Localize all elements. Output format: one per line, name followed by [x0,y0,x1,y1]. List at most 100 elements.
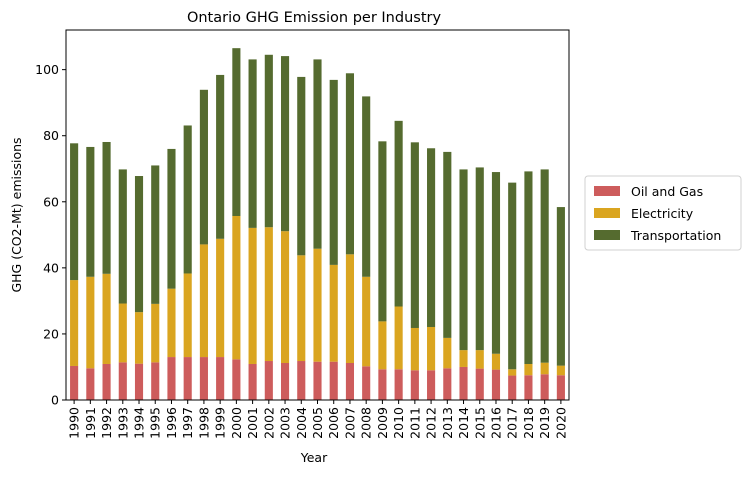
bar-electricity-2011 [410,327,419,371]
x-tick-label-2017: 2017 [505,407,520,439]
chart-title: Ontario GHG Emission per Industry [187,10,442,26]
bar-transportation-2017 [508,182,517,370]
bar-transportation-1997 [183,125,192,274]
y-tick-label-0: 0 [51,393,59,408]
x-tick-label-2013: 2013 [440,407,455,439]
bar-transportation-2005 [313,59,322,249]
x-tick-label-2005: 2005 [310,407,325,439]
bar-oil-and-gas-2006 [329,361,338,400]
bar-transportation-2018 [524,171,533,364]
bar-electricity-2017 [508,369,517,376]
bar-transportation-2002 [264,54,273,228]
bar-electricity-1996 [167,288,176,358]
bar-transportation-2006 [329,79,338,265]
bar-oil-and-gas-2009 [378,369,387,400]
bar-transportation-1991 [86,146,95,277]
bar-electricity-2007 [345,254,355,363]
bar-transportation-2015 [475,167,484,351]
bar-electricity-1992 [102,273,111,364]
x-tick-label-1998: 1998 [196,407,211,439]
bar-electricity-2001 [248,227,257,364]
x-tick-label-1993: 1993 [115,407,130,439]
x-tick-label-2012: 2012 [424,407,439,439]
bar-transportation-2020 [556,207,565,366]
x-axis-label: Year [300,450,328,465]
bar-oil-and-gas-2018 [524,375,533,400]
y-tick-label-60: 60 [43,194,59,209]
x-tick-label-1990: 1990 [67,407,82,439]
x-tick-label-1995: 1995 [148,407,163,439]
bar-oil-and-gas-2010 [394,369,403,400]
bar-electricity-1993 [118,303,127,363]
x-tick-label-1996: 1996 [164,407,179,439]
legend-frame [584,175,742,251]
bar-electricity-2013 [443,337,452,369]
bar-oil-and-gas-1994 [134,363,144,400]
bar-transportation-2009 [378,141,387,322]
bar-transportation-2001 [248,59,257,228]
x-tick-label-1999: 1999 [213,407,228,439]
legend-label-oil-and-gas: Oil and Gas [631,184,703,199]
bars-layer [70,48,565,400]
y-tick-label-20: 20 [43,326,59,341]
bar-transportation-2000 [232,48,241,216]
bar-electricity-1990 [70,280,79,366]
x-tick-label-2009: 2009 [375,407,390,439]
bar-transportation-1998 [199,89,208,245]
bar-electricity-2010 [394,306,403,370]
bar-electricity-1998 [199,244,208,358]
bar-electricity-2009 [378,321,387,370]
bar-electricity-2015 [475,350,484,369]
x-tick-label-2006: 2006 [326,407,341,439]
bar-oil-and-gas-2007 [345,363,355,400]
x-tick-label-2018: 2018 [521,407,536,439]
bar-oil-and-gas-1990 [70,365,79,400]
bar-transportation-1994 [134,176,144,313]
bar-oil-and-gas-2012 [427,370,436,400]
bar-transportation-2013 [443,151,452,338]
y-tick-label-80: 80 [43,128,59,143]
bar-electricity-1994 [134,312,144,364]
x-tick-label-2014: 2014 [456,407,471,439]
bar-transportation-2019 [540,169,549,363]
bar-oil-and-gas-2001 [248,363,257,400]
x-tick-label-2020: 2020 [553,407,568,439]
bar-oil-and-gas-1993 [118,362,127,400]
bar-oil-and-gas-1999 [216,357,225,400]
bar-transportation-2012 [427,148,436,327]
bar-electricity-2019 [540,362,549,375]
x-tick-label-2011: 2011 [407,407,422,439]
bar-oil-and-gas-1996 [167,357,176,400]
x-tick-label-2016: 2016 [488,407,503,439]
bar-electricity-1991 [86,276,95,369]
bar-oil-and-gas-2016 [491,369,501,400]
bar-electricity-1999 [216,238,225,358]
bar-electricity-1997 [183,273,192,358]
bar-oil-and-gas-1997 [183,357,192,400]
x-tick-label-1991: 1991 [83,407,98,439]
y-axis-label: GHG (CO2-Mt) emissions [9,137,24,292]
bar-electricity-2008 [362,276,371,367]
bar-transportation-2007 [345,73,355,255]
bar-transportation-2010 [394,120,403,307]
x-tick-label-2004: 2004 [294,407,309,439]
bar-oil-and-gas-2015 [475,368,484,400]
bar-oil-and-gas-2013 [443,368,452,400]
bar-oil-and-gas-2002 [264,361,273,400]
bar-oil-and-gas-2011 [410,370,419,400]
x-tick-label-1992: 1992 [99,407,114,439]
bar-oil-and-gas-1998 [199,357,208,400]
legend-swatch-oil-and-gas [594,186,620,196]
bar-electricity-2012 [427,326,436,371]
x-tick-label-2007: 2007 [342,407,357,439]
bar-electricity-2002 [264,227,273,362]
bar-transportation-2011 [410,142,419,328]
y-tick-label-100: 100 [35,62,59,77]
legend-swatch-transportation [594,230,620,240]
bar-electricity-2016 [491,353,501,370]
bar-oil-and-gas-2008 [362,366,371,400]
bar-transportation-2004 [297,76,306,256]
legend-label-electricity: Electricity [631,206,694,221]
